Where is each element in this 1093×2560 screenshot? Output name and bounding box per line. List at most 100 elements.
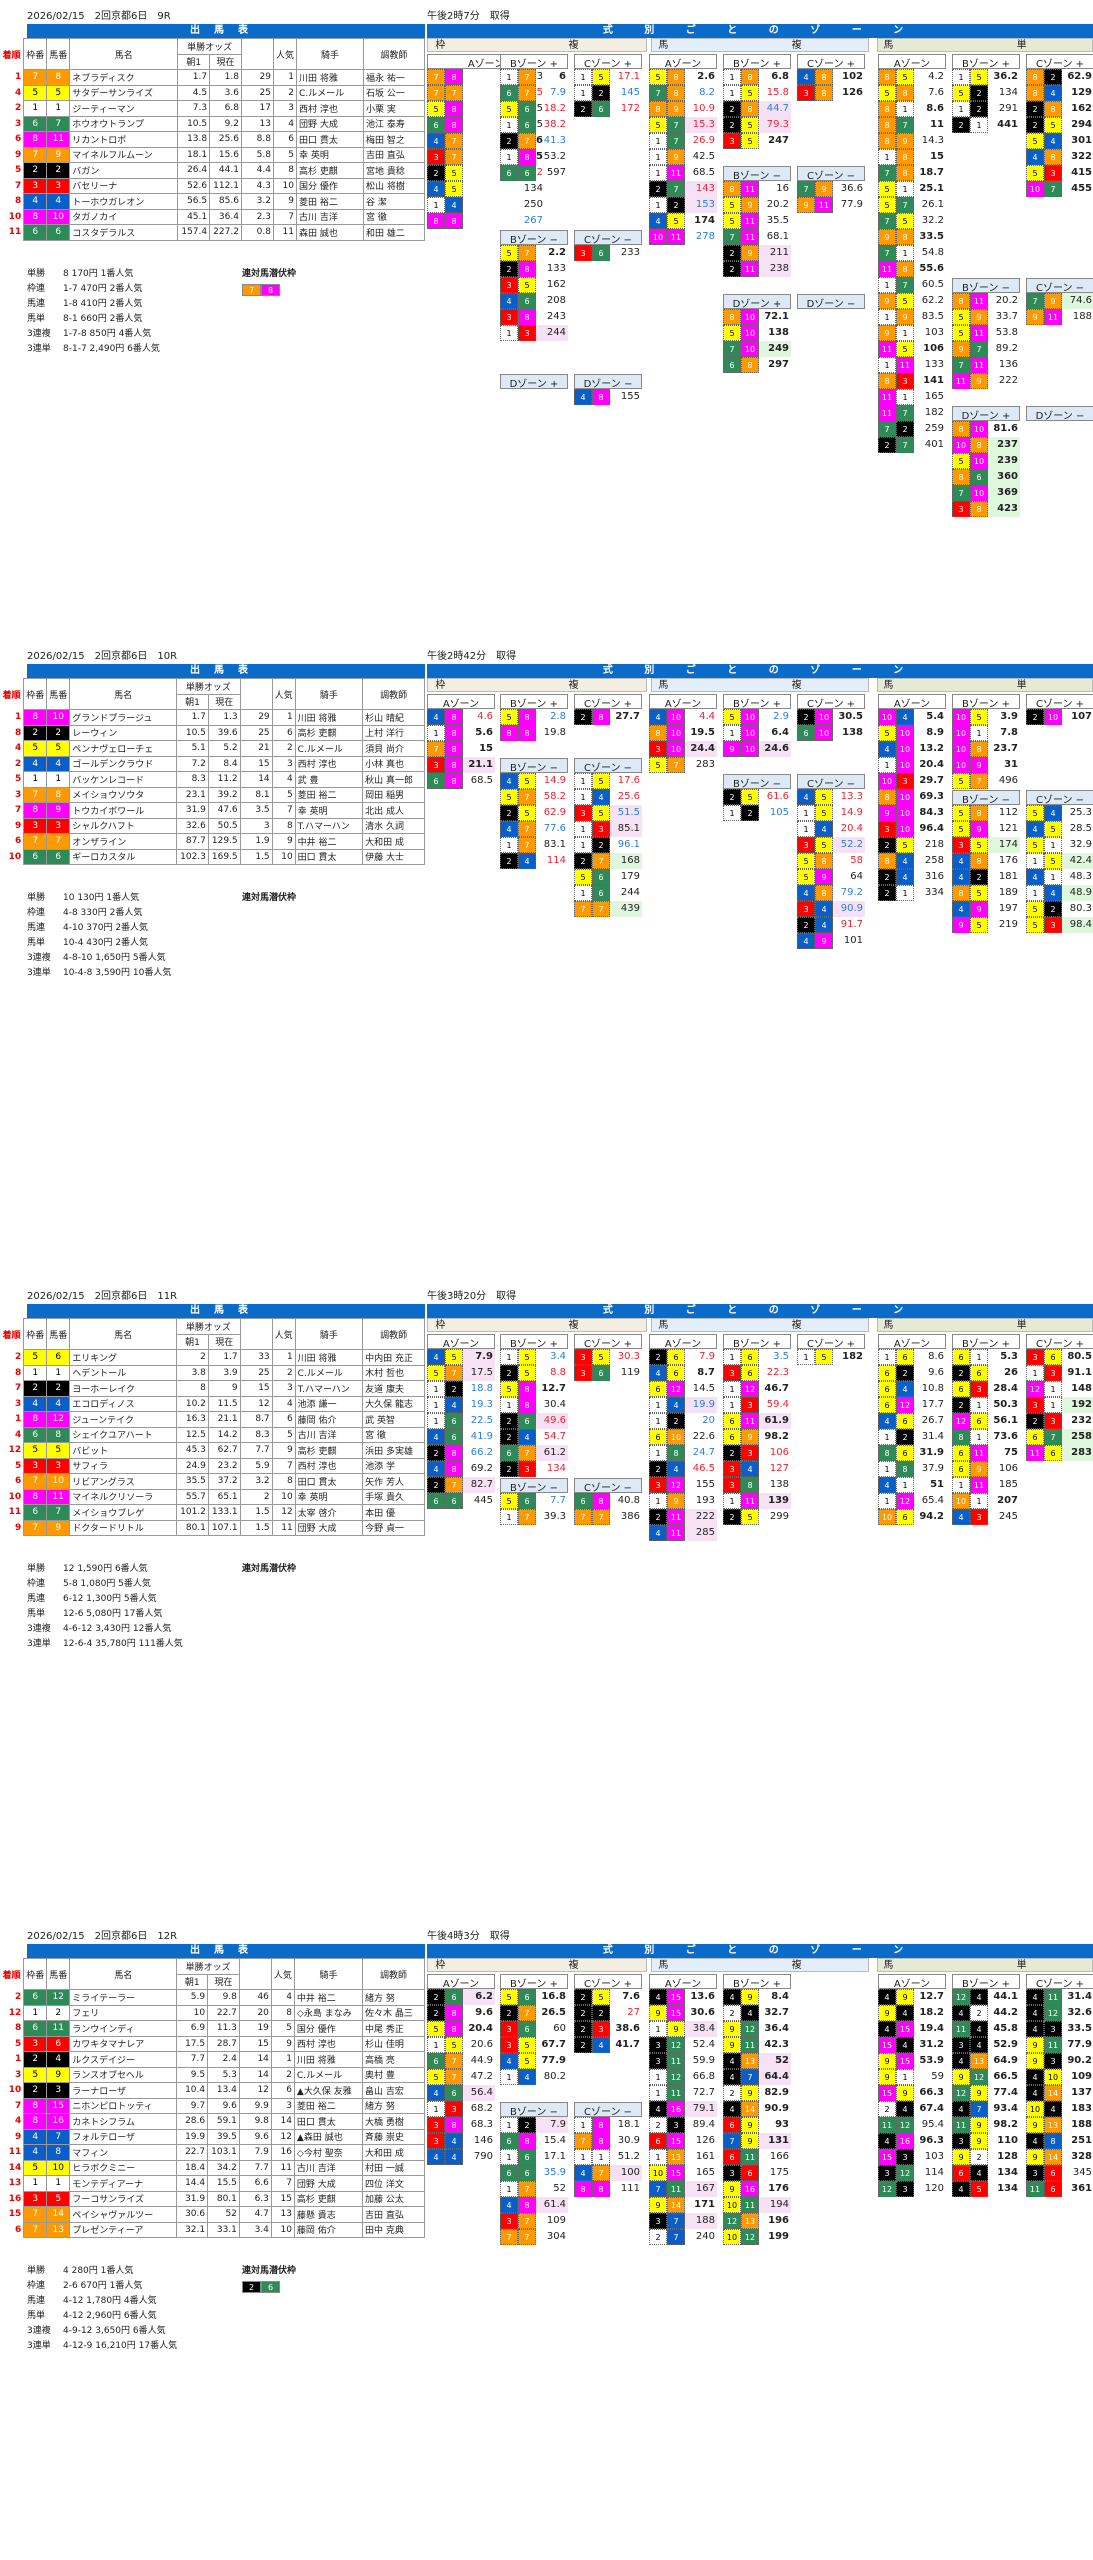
combo-number: 1 [500,837,518,853]
combo-number: 3 [500,2037,518,2053]
entry-waku: 4 [23,755,48,772]
combo-number: 6 [649,2133,667,2149]
combo-odds: 361 [1071,2183,1092,2194]
entry-row: 10 8 10 タガノカイ 45.1 36.4 2.3 7 古川 吉洋宮 徹 [0,208,426,225]
combo-number: 1 [500,2181,518,2197]
combo-odds: 16 [776,183,789,194]
entry-popularity: 8 [272,162,297,179]
combo-odds: 6.4 [771,727,789,738]
entry-waku: 3 [23,177,48,194]
entry-trainer: 杉山 晴紀 [362,709,425,726]
entry-popularity: 3 [270,2097,295,2114]
combo-number: 10 [667,709,685,725]
combo-number: 5 [518,805,536,821]
zone-combo-row: 6 8 40.8 [574,1493,642,1509]
combo-odds: 48.3 [1069,871,1092,882]
entry-expect: 14 [238,2051,272,2068]
combo-number: 4 [1044,885,1062,901]
entry-expect: 7.7 [238,2159,272,2176]
combo-odds: 250 [523,199,543,210]
combo-number: 13 [667,2149,685,2165]
combo-number: 8 [518,309,536,325]
payout-type: 馬単 [27,938,46,948]
combo-number: 2 [878,885,896,901]
entry-expect: 20 [238,2004,272,2021]
combo-number: 1 [797,821,815,837]
combo-number: 1 [1026,885,1044,901]
combo-number: 8 [518,149,536,165]
entry-name: プレゼンティーア [69,2221,178,2238]
combo-odds: 25.1 [919,183,944,194]
combo-number: 8 [815,85,833,101]
entry-waku: 2 [23,2082,48,2099]
combo-number: 11 [1044,1989,1062,2005]
combo-number: 8 [815,853,833,869]
entry-row: 5 2 2 バガン 26.4 44.1 4.4 8 高杉 吏麒 宮地 貴稔 [0,162,426,179]
combo-number: 6 [878,1365,896,1381]
entry-expect: 9.8 [238,2113,272,2130]
combo-number: 6 [500,85,518,101]
entry-row: 3 4 4 エコロディノス 10.2 11.5 12 4 池添 謙一 大久保 龍志 [0,1395,425,1412]
combo-number: 2 [649,2117,667,2133]
combo-odds: 35.5 [766,215,789,226]
entry-rank: 3 [14,1398,22,1409]
entry-current-odds: 36.4 [209,208,242,225]
combo-number: 12 [896,1397,914,1413]
zone-table: Aゾーン 8 5 4.2 5 8 7.6 8 1 8.6 8 7 11 8 9 14.3 1 8 15 7 8 18.7 5… [878,54,946,453]
combo-number: 3 [427,2117,445,2133]
entry-rank: 5 [14,2038,22,2049]
zone-combo-row: 8 1 73.6 [952,1429,1020,1445]
entry-morning-odds: 45.1 [177,208,211,225]
entry-name: マイネルクリソーラ [69,1488,178,1505]
zone-combo-row: 1 2 153 [649,197,717,213]
combo-odds: 18.7 [919,167,944,178]
combo-number: 1 [427,2037,445,2053]
combo-number: 9 [1026,2149,1044,2165]
zone-combo-row: 2 4 54.7 [500,1429,568,1445]
entry-jockey: 田口 貫太 [294,848,364,865]
combo-number: 8 [952,421,970,437]
zone-table: Cゾーン −7 9 36.6 9 11 77.9 [797,166,865,213]
entry-trainer: 宮 徹 [362,208,426,225]
entry-rank: 12 [8,1445,22,1456]
combo-odds: 68.2 [470,2103,493,2114]
entry-waku: 1 [23,100,48,117]
combo-number: 8 [878,1445,896,1461]
combo-odds: 19.9 [685,1397,717,1413]
entry-uma: 10 [46,208,71,225]
entry-expect: 7.9 [238,2144,272,2161]
combo-odds: 31.4 [921,1431,944,1442]
combo-number: 5 [952,805,970,821]
zone-combo-row: 2 6 7.9 [649,1349,717,1365]
entry-row: 2 6 12 ミライテーラー 5.9 9.8 46 4 中井 裕二 緒方 努 [0,1989,425,2006]
combo-number: 8 [970,437,988,453]
zone-combo-row: 11 4 45.8 [952,2021,1020,2037]
combo-number: 4 [797,933,815,949]
entry-name: バビット [69,1442,178,1459]
combo-odds: 25.3 [1069,807,1092,818]
combo-number: 8 [970,741,988,757]
entry-morning-odds: 32.1 [176,2221,209,2238]
combo-number: 6 [723,2117,741,2133]
combo-number: 11 [667,2053,685,2069]
combo-number: 11 [1044,2037,1062,2053]
combo-odds: 64 [850,871,863,882]
zone-table: Aゾーン 4 5 7.9 5 7 17.5 1 2 18.8 1 4 19.3 1 6 22.5 4 6 41.9 2… [427,1334,495,1509]
zone-combo-row: 4 12 32.6 [1026,2005,1093,2021]
zone-combo-row: 6 8 15.4 [500,2133,568,2149]
combo-odds: 134 [997,2183,1018,2194]
combo-odds: 44.9 [470,2055,493,2066]
entry-rank: 4 [15,87,22,98]
entry-trainer: 中尾 秀正 [362,2020,425,2037]
combo-number: 6 [500,1445,518,1461]
combo-number: 6 [952,1381,970,1397]
zone-combo-row: 4 8 4.6 [427,709,495,725]
entry-row: 3 5 9 ランスオブセヘル 9.5 5.3 14 2 C.ルメール 奥村 豊 [0,2066,425,2083]
combo-number: 9 [970,1461,988,1477]
combo-odds: 31.2 [919,2039,944,2050]
combo-number: 5 [815,837,833,853]
zone-combo-row: 2 7 168 [574,853,642,869]
entry-trainer: 高橋 亮 [362,2051,425,2068]
combo-number: 6 [1044,2181,1062,2197]
combo-number: 8 [445,101,463,117]
